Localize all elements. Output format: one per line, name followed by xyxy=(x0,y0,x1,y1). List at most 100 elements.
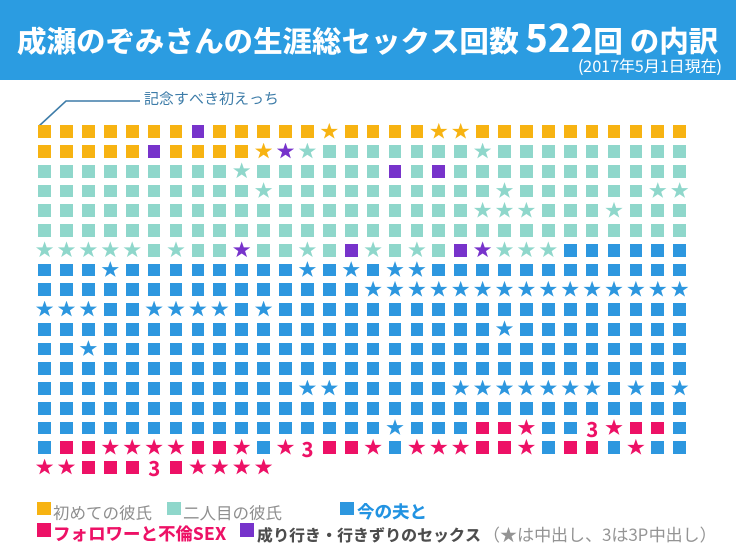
waffle-cell-sq xyxy=(366,263,380,277)
waffle-cell-sq xyxy=(38,224,51,237)
waffle-cell-sq xyxy=(191,362,205,376)
waffle-cell-star xyxy=(276,438,295,455)
waffle-cell-sq xyxy=(520,303,533,316)
waffle-cell-sq xyxy=(38,263,51,277)
annotation-line-path xyxy=(38,100,140,127)
waffle-cell-sq xyxy=(257,421,270,435)
waffle-cell-sq xyxy=(388,303,402,316)
waffle-cell-sq xyxy=(607,145,621,158)
waffle-cell-sq xyxy=(38,401,51,415)
waffle-cell-sq xyxy=(410,224,424,237)
waffle-cell-sq xyxy=(38,441,51,455)
waffle-cell-star xyxy=(671,280,689,297)
waffle-cell-sq xyxy=(410,382,424,395)
waffle-cell-star xyxy=(671,182,689,198)
waffle-cell-sq xyxy=(432,362,446,376)
waffle-cell-star xyxy=(627,438,645,455)
waffle-cell-sq xyxy=(169,382,183,395)
waffle-cell-sq xyxy=(60,342,73,356)
waffle-cell-sq xyxy=(366,342,380,356)
waffle-cell-star xyxy=(452,280,470,297)
waffle-cell-sq xyxy=(103,322,117,336)
waffle-cell-sq xyxy=(629,303,643,316)
waffle-cell-star xyxy=(189,300,207,317)
waffle-cell-sq xyxy=(147,164,161,178)
waffle-cell-sq xyxy=(563,125,577,139)
waffle-cell-sq xyxy=(366,421,380,435)
waffle-cell-sq xyxy=(541,362,555,376)
waffle-cell-sq xyxy=(607,243,621,257)
waffle-cell-sq xyxy=(673,145,687,158)
waffle-cell-sq xyxy=(344,243,358,257)
waffle-cell-sq xyxy=(169,125,183,139)
waffle-cell-star xyxy=(539,379,557,396)
waffle-cell-sq xyxy=(82,204,95,218)
waffle-cell-sq xyxy=(498,224,511,237)
waffle-cell-sq xyxy=(629,243,643,257)
waffle-cell-sq xyxy=(520,362,533,376)
waffle-cell-sq xyxy=(103,145,117,158)
waffle-cell-sq xyxy=(301,362,314,376)
waffle-cell-sq xyxy=(563,441,577,455)
waffle-cell-sq xyxy=(213,382,227,395)
waffle-cell-sq xyxy=(673,342,687,356)
waffle-cell-sq xyxy=(673,401,687,415)
waffle-cell-sq xyxy=(103,362,117,376)
annotation-label: 記念すべき初えっち xyxy=(144,88,280,109)
waffle-cell-sq xyxy=(673,263,687,277)
waffle-cell-sq xyxy=(38,283,51,297)
waffle-cell-sq xyxy=(563,322,577,336)
waffle-cell-sq xyxy=(322,441,336,455)
waffle-cell-sq xyxy=(388,362,402,376)
waffle-cell-sq xyxy=(388,441,402,455)
waffle-cell-sq xyxy=(60,322,73,336)
waffle-cell-sq xyxy=(147,243,161,257)
waffle-cell-sq xyxy=(60,441,73,455)
waffle-cell-sq xyxy=(235,303,249,316)
waffle-cell-star xyxy=(473,201,492,218)
waffle-cell-sq xyxy=(38,204,51,218)
waffle-cell-sq xyxy=(38,362,51,376)
waffle-cell-sq xyxy=(301,303,314,316)
waffle-cell-star xyxy=(189,458,207,475)
waffle-cell-star xyxy=(671,379,689,396)
waffle-cell-sq xyxy=(585,401,599,415)
waffle-cell-star xyxy=(473,280,492,297)
waffle-cell-sq xyxy=(476,125,489,139)
waffle-cell-star xyxy=(57,241,76,258)
waffle-cell-sq xyxy=(213,283,227,297)
waffle-cell-sq xyxy=(279,401,292,415)
waffle-cell-sq xyxy=(125,224,139,237)
waffle-cell-sq xyxy=(541,125,555,139)
waffle-cell-sq xyxy=(125,145,139,158)
waffle-cell-star xyxy=(605,201,623,218)
waffle-cell-sq xyxy=(388,204,402,218)
waffle-cell-sq xyxy=(607,164,621,178)
waffle-cell-sq xyxy=(344,382,358,395)
waffle-cell-sq xyxy=(344,303,358,316)
waffle-cell-sq xyxy=(476,362,489,376)
waffle-cell-star xyxy=(386,261,404,277)
waffle-cell-sq xyxy=(366,382,380,395)
waffle-cell-sq xyxy=(235,224,249,237)
waffle-cell-star xyxy=(57,458,76,475)
waffle-cell-sq xyxy=(366,125,380,139)
waffle-cell-sq xyxy=(279,342,292,356)
waffle-cell-sq xyxy=(279,243,292,257)
waffle-cell-sq xyxy=(366,224,380,237)
waffle-cell-star xyxy=(517,438,536,455)
waffle-cell-sq xyxy=(301,401,314,415)
waffle-cell-sq xyxy=(125,303,139,316)
waffle-cell-star xyxy=(473,241,492,258)
waffle-cell-star xyxy=(298,261,317,277)
waffle-cell-sq xyxy=(432,145,446,158)
waffle-cell-sq xyxy=(38,145,51,158)
waffle-cell-sq xyxy=(520,342,533,356)
waffle-cell-sq xyxy=(476,184,489,198)
waffle-cell-sq xyxy=(476,303,489,316)
waffle-cell-sq xyxy=(82,283,95,297)
waffle-cell-sq xyxy=(541,401,555,415)
waffle-cell-sq xyxy=(301,342,314,356)
legend-swatch-blue xyxy=(340,501,354,515)
